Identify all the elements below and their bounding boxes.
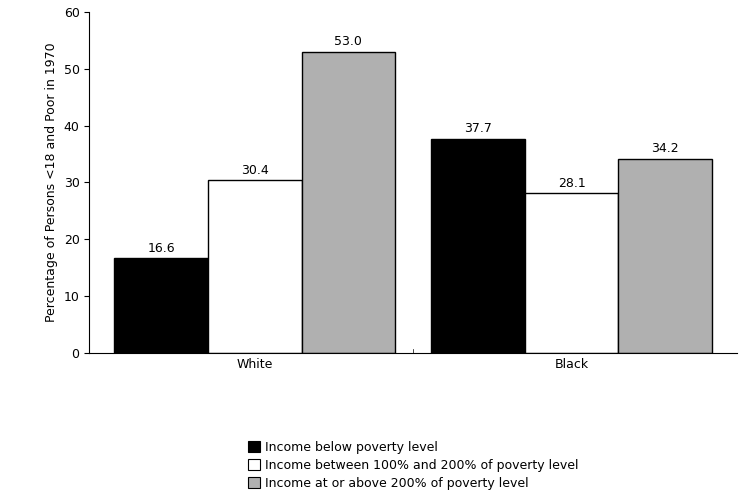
Legend: Income below poverty level, Income between 100% and 200% of poverty level, Incom: Income below poverty level, Income betwe… (248, 441, 579, 490)
Text: 30.4: 30.4 (241, 164, 269, 177)
Bar (208, 180, 301, 353)
Bar (618, 158, 712, 353)
Text: 34.2: 34.2 (651, 142, 679, 155)
Y-axis label: Percentage of Persons <18 and Poor in 1970: Percentage of Persons <18 and Poor in 19… (45, 43, 58, 322)
Bar (525, 193, 618, 353)
Bar (301, 52, 395, 353)
Text: 53.0: 53.0 (335, 35, 362, 49)
Bar (432, 139, 525, 353)
Bar (115, 259, 208, 353)
Text: 28.1: 28.1 (558, 177, 586, 190)
Text: 16.6: 16.6 (147, 242, 175, 255)
Text: 37.7: 37.7 (464, 122, 492, 135)
